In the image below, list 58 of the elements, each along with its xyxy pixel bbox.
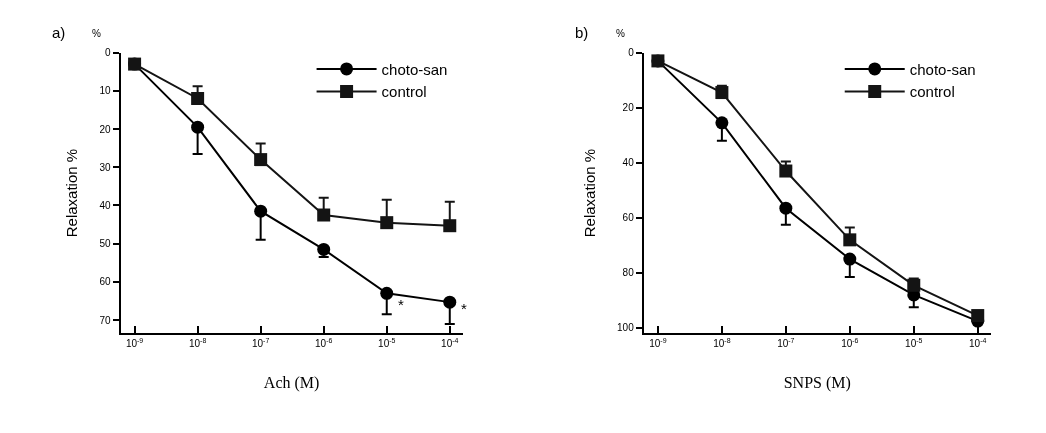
point xyxy=(779,201,793,215)
x-tick-label: 10$^{-7}$ xyxy=(251,337,270,350)
point xyxy=(907,278,921,292)
y-tick-label: 0 xyxy=(628,47,635,59)
x-tick-label: 10$^{-4}$ xyxy=(969,337,987,350)
point xyxy=(191,120,205,134)
legend-label: choto-san xyxy=(909,60,976,78)
y-tick-label: 50 xyxy=(99,238,112,250)
point xyxy=(971,309,985,323)
y-tick-label: 40 xyxy=(99,199,112,211)
legend-label: control xyxy=(381,83,427,101)
y-axis-title: Relaxation % xyxy=(63,148,81,238)
point xyxy=(843,233,857,247)
point xyxy=(779,164,793,178)
y-tick-label: 80 xyxy=(622,267,635,279)
annotation: * xyxy=(461,300,467,317)
point xyxy=(443,295,457,309)
point xyxy=(443,219,457,233)
point xyxy=(715,86,729,100)
point xyxy=(380,286,394,300)
y-tick-label: 70 xyxy=(99,314,112,326)
point xyxy=(715,116,729,130)
point xyxy=(191,91,205,105)
y-tick-label: 40 xyxy=(622,157,635,169)
legend-label: control xyxy=(909,83,955,101)
y-tick-label: 100 xyxy=(617,322,635,334)
x-tick-label: 10$^{-8}$ xyxy=(188,337,207,350)
y-tick-label: 0 xyxy=(105,47,112,59)
x-axis-title: SNPS (M) xyxy=(783,373,851,392)
chart-title: a) xyxy=(52,24,66,41)
chart-title: b) xyxy=(575,24,589,41)
y-tick-label: 20 xyxy=(622,102,635,114)
y-tick-label: 30 xyxy=(99,161,112,173)
x-tick-label: 10$^{-6}$ xyxy=(315,337,333,350)
point xyxy=(317,242,331,256)
y-axis-title: Relaxation % xyxy=(580,148,598,238)
point xyxy=(317,208,331,222)
y-tick-label: 60 xyxy=(99,276,112,288)
x-tick-label: 10$^{-4}$ xyxy=(441,337,459,350)
x-tick-label: 10$^{-9}$ xyxy=(649,337,667,350)
x-tick-label: 10$^{-6}$ xyxy=(841,337,859,350)
x-tick-label: 10$^{-7}$ xyxy=(777,337,795,350)
text: % xyxy=(92,28,101,39)
point xyxy=(254,204,268,218)
text: % xyxy=(616,28,625,39)
point xyxy=(254,153,268,167)
x-tick-label: 10$^{-9}$ xyxy=(125,337,144,350)
point xyxy=(380,216,394,230)
legend-label: choto-san xyxy=(381,60,448,78)
x-tick-label: 10$^{-5}$ xyxy=(905,337,923,350)
y-tick-label: 60 xyxy=(622,212,635,224)
x-tick-label: 10$^{-8}$ xyxy=(713,337,731,350)
point xyxy=(843,252,857,266)
x-axis-title: Ach (M) xyxy=(263,373,320,392)
y-tick-label: 20 xyxy=(99,123,112,135)
x-tick-label: 10$^{-5}$ xyxy=(378,337,396,350)
y-tick-label: 10 xyxy=(99,85,112,97)
annotation: * xyxy=(398,296,404,313)
